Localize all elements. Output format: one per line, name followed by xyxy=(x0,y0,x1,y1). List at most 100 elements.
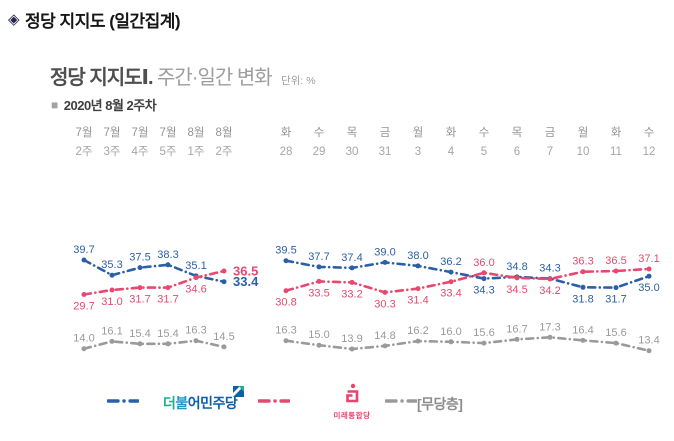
data-point xyxy=(137,341,143,347)
axis-label-date: 5주 xyxy=(160,146,177,158)
data-point xyxy=(349,346,355,352)
data-point xyxy=(316,342,322,348)
value-label: 16.7 xyxy=(506,323,527,335)
axis-label-day: 목 xyxy=(347,126,358,139)
value-label: 31.0 xyxy=(101,296,122,308)
period-text: 2020년 8월 2주차 xyxy=(63,98,157,113)
axis-label-date: 6 xyxy=(514,146,520,158)
data-point xyxy=(349,279,355,285)
report-title: ◈ 정당 지지도 (일간집계) xyxy=(8,7,181,32)
data-point xyxy=(81,257,87,263)
axis-label-date: 5 xyxy=(481,146,487,158)
value-label: 14.5 xyxy=(213,331,234,343)
axis-label-date: 4 xyxy=(448,146,455,158)
data-point xyxy=(481,340,487,346)
data-point xyxy=(109,287,115,293)
axis-label-day: 7월 xyxy=(76,126,93,139)
value-label: 37.1 xyxy=(638,253,659,265)
data-point xyxy=(580,269,586,275)
value-label: 16.3 xyxy=(275,325,296,337)
axis-label-day: 월 xyxy=(413,126,424,139)
unit-label: 단위: % xyxy=(281,75,316,87)
value-label: 31.8 xyxy=(572,293,593,305)
value-label: 15.6 xyxy=(473,327,494,339)
value-label: 35.0 xyxy=(638,282,659,294)
value-label: 39.5 xyxy=(275,245,296,257)
value-label: 35.3 xyxy=(101,259,122,271)
value-label: 33.5 xyxy=(308,287,329,299)
value-label: 37.4 xyxy=(341,252,362,264)
data-point xyxy=(613,340,619,346)
legend-label-part: 불 xyxy=(175,395,188,411)
data-point xyxy=(448,279,454,285)
legend-label-part: 더 xyxy=(163,395,176,411)
axis-label-day: 수 xyxy=(644,126,655,139)
axis-label-day: 8월 xyxy=(216,126,233,139)
value-label: 34.8 xyxy=(506,261,527,273)
data-point xyxy=(221,268,227,274)
value-label: 13.9 xyxy=(341,333,362,345)
end-value-label: 33.4 xyxy=(233,274,259,289)
data-point xyxy=(165,262,171,268)
data-point xyxy=(547,334,553,340)
axis-label-date: 30 xyxy=(346,146,359,158)
axis-label-day: 금 xyxy=(380,127,391,139)
series-line xyxy=(284,259,651,289)
value-label: 15.4 xyxy=(129,328,150,340)
value-label: 15.6 xyxy=(605,327,626,339)
data-point xyxy=(283,288,289,294)
value-label: 36.5 xyxy=(605,255,626,267)
value-label: 31.7 xyxy=(605,294,626,306)
data-point xyxy=(613,285,619,291)
axis-label-date: 3주 xyxy=(104,146,121,158)
data-point xyxy=(514,336,520,342)
value-label: 34.3 xyxy=(473,285,494,297)
value-label: 13.4 xyxy=(638,335,659,347)
value-label: 34.5 xyxy=(506,284,527,296)
square-bullet-icon: ■ xyxy=(51,97,58,112)
legend-label-minjoo: 더불어민주당 xyxy=(163,393,238,413)
value-label: 36.3 xyxy=(572,256,593,268)
value-label: 16.4 xyxy=(572,324,593,336)
value-label: 33.2 xyxy=(341,288,362,300)
value-label: 38.0 xyxy=(407,250,428,262)
data-point xyxy=(109,338,115,344)
data-point xyxy=(646,273,652,279)
section-title-bold: 정당 지지도Ⅰ. xyxy=(50,67,154,89)
axis-label-day: 금 xyxy=(545,127,556,139)
period-label: ■ 2020년 8월 2주차 xyxy=(51,95,157,114)
legend-line-mudang-icon xyxy=(385,399,417,403)
value-label: 16.2 xyxy=(407,325,428,337)
data-point xyxy=(646,266,652,272)
data-point xyxy=(109,272,115,278)
report-title-text: 정당 지지도 (일간집계) xyxy=(25,12,181,31)
data-point xyxy=(382,259,388,265)
data-point xyxy=(316,278,322,284)
data-point xyxy=(646,348,652,354)
value-label: 30.3 xyxy=(374,298,395,310)
value-label: 29.7 xyxy=(73,301,94,313)
value-label: 31.7 xyxy=(157,294,178,306)
value-label: 39.0 xyxy=(374,246,395,258)
axis-label-day: 7월 xyxy=(132,126,149,139)
value-label: 16.3 xyxy=(185,325,206,337)
axis-label-day: 수 xyxy=(479,126,490,139)
data-point xyxy=(193,275,199,281)
data-point xyxy=(382,289,388,295)
data-point xyxy=(193,338,199,344)
axis-label-day: 월 xyxy=(578,126,589,139)
value-label: 15.0 xyxy=(308,329,329,341)
value-label: 38.3 xyxy=(157,249,178,261)
axis-label-date: 31 xyxy=(379,146,392,158)
value-label: 16.1 xyxy=(101,325,122,337)
tonghap-logo-mark-icon xyxy=(346,383,359,403)
value-label: 14.8 xyxy=(374,330,395,342)
series-line xyxy=(284,335,651,352)
axis-label-date: 29 xyxy=(313,146,326,158)
data-point xyxy=(481,270,487,276)
data-point xyxy=(81,346,87,352)
data-point xyxy=(415,286,421,292)
axis-label-date: 28 xyxy=(280,146,293,158)
